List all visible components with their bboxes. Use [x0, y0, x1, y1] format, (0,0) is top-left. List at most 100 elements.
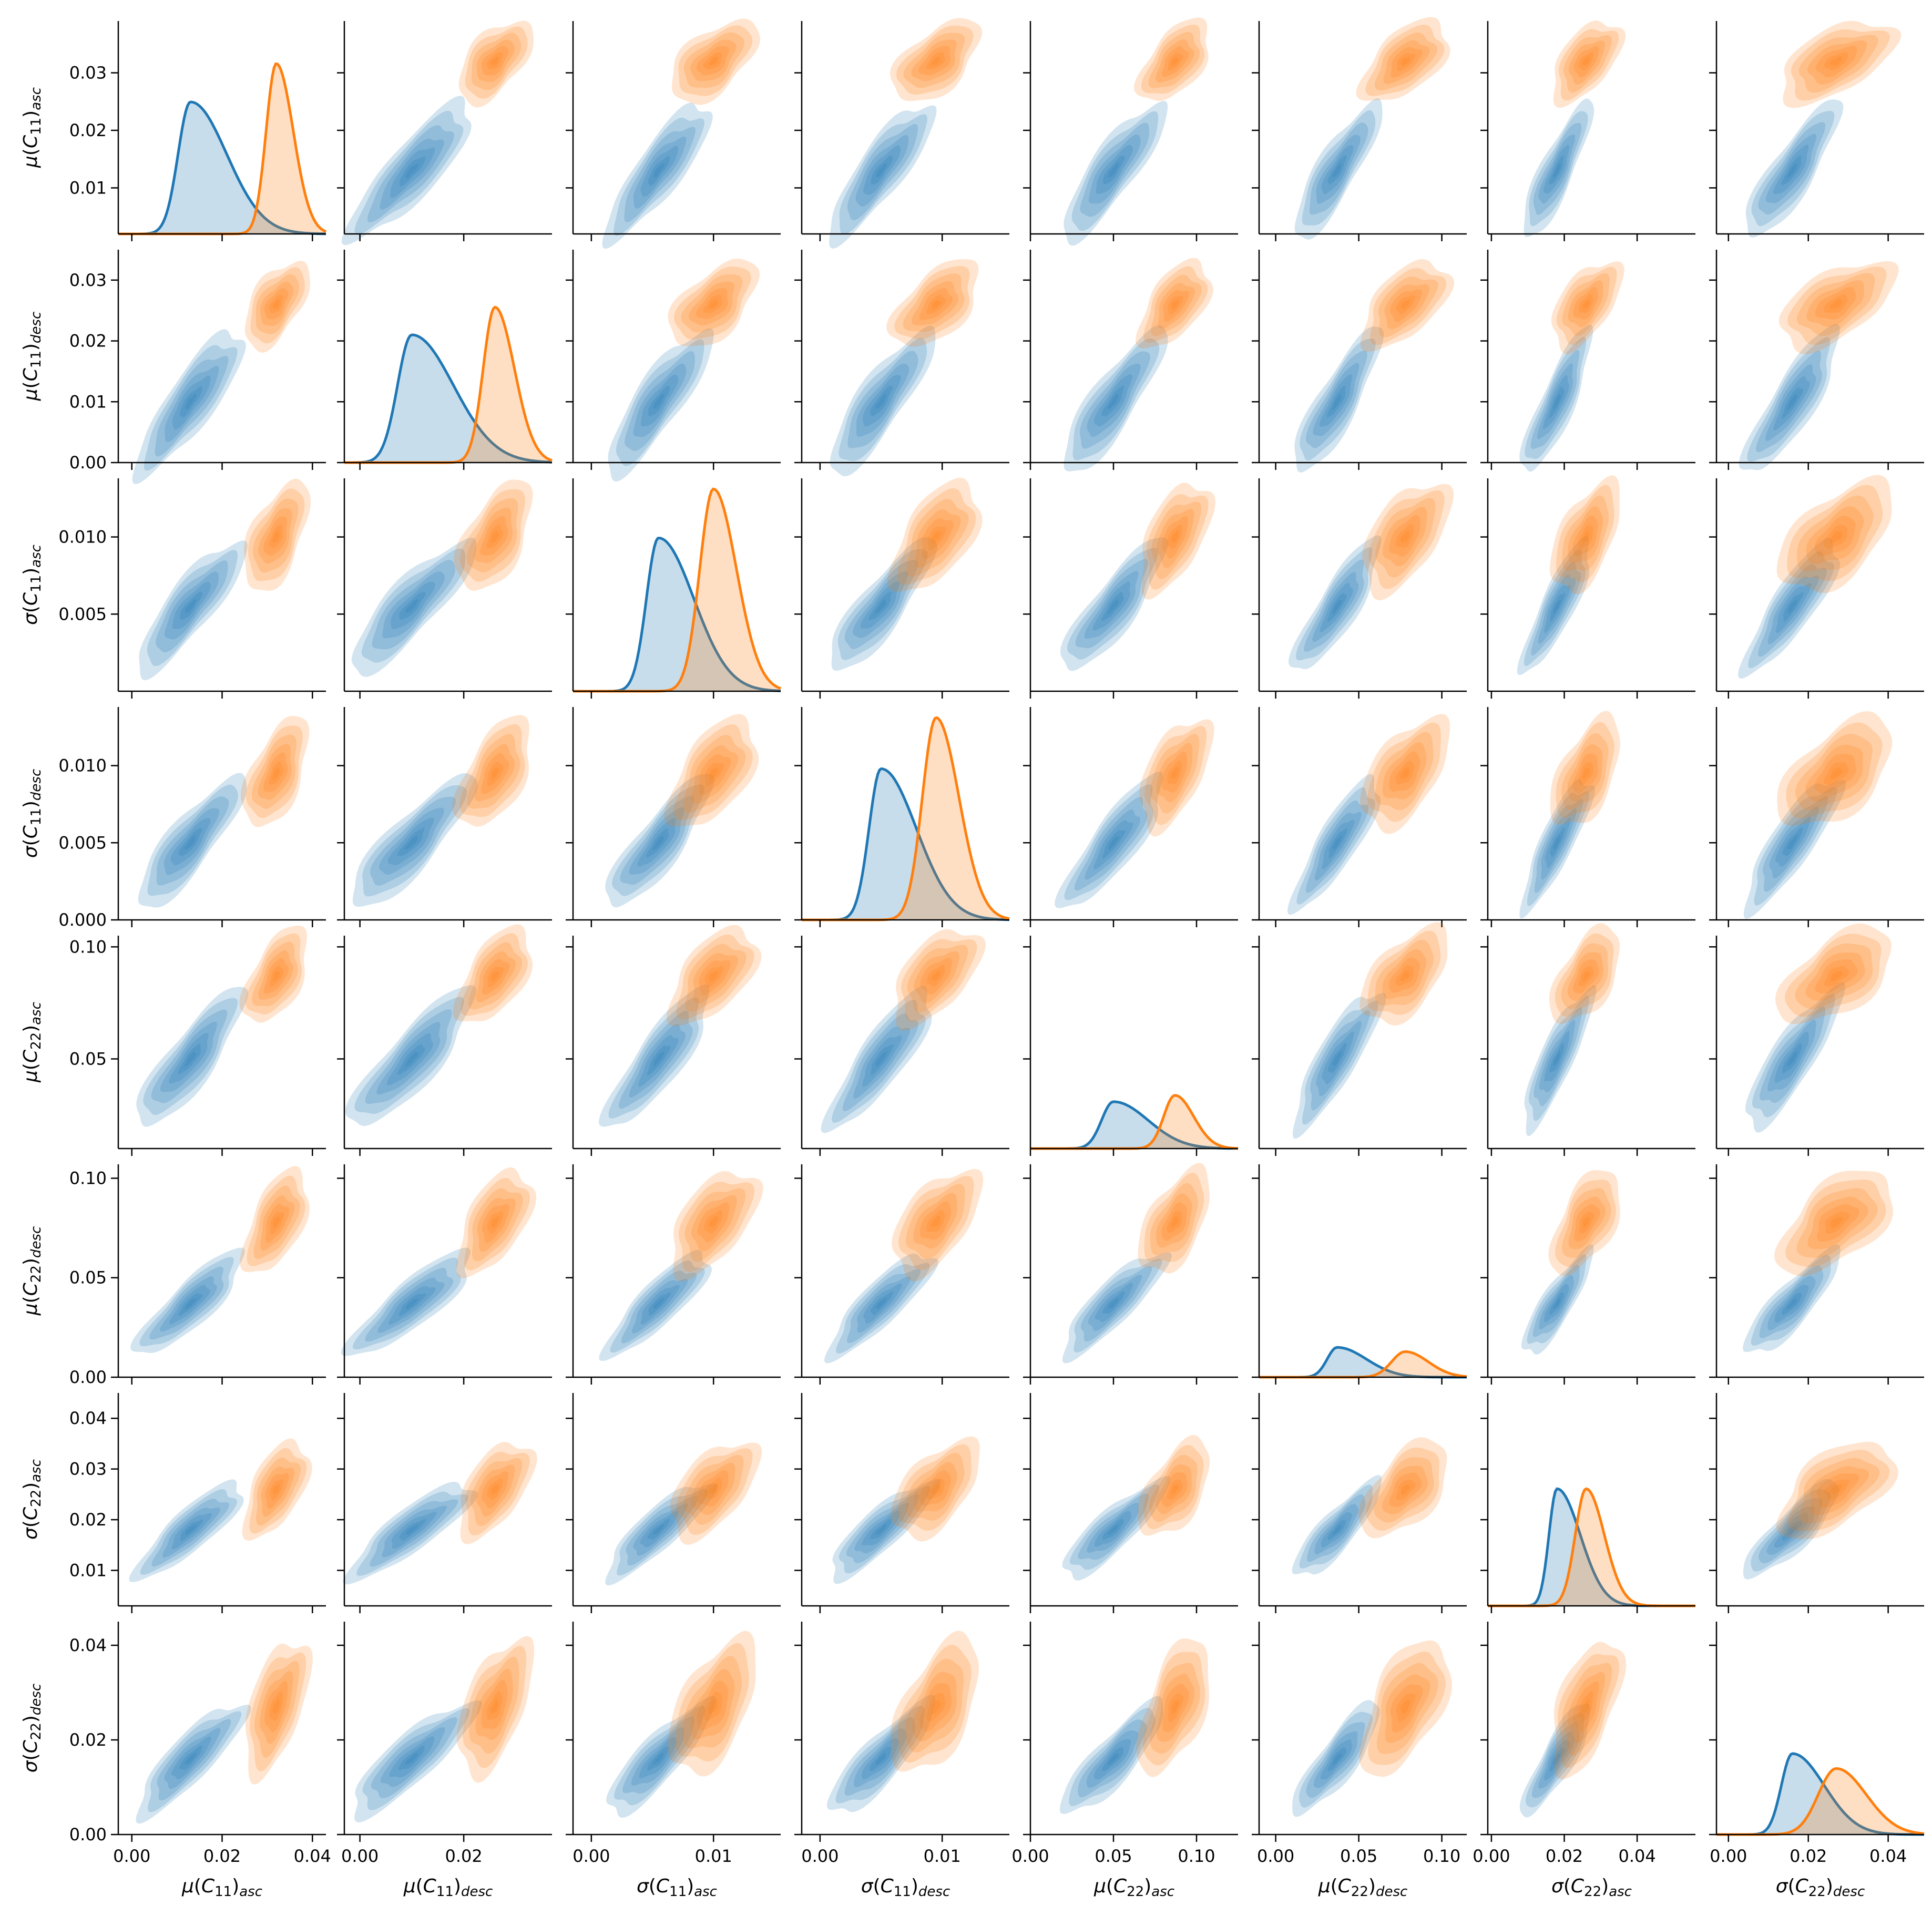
kde-contour-level-b: [1555, 933, 1614, 1017]
kde-fill-a: [344, 335, 552, 463]
kde-contour-level-b: [1375, 939, 1434, 1006]
kde-contour-level-a: [1783, 592, 1804, 622]
kde-contour-level-a: [1539, 1020, 1576, 1092]
kde-contour-level-a: [1093, 1739, 1131, 1780]
kde-contour-level-b: [1783, 21, 1902, 108]
label-part-lp: (: [20, 148, 42, 156]
kde-contour-level-b: [1156, 39, 1194, 83]
kde-contour-level-b: [487, 1211, 504, 1234]
kde-contour-level-a: [1316, 135, 1361, 204]
kde-contour-level-a: [1101, 385, 1125, 416]
kde-contour-level-b: [1573, 959, 1599, 994]
label-part-sub: 22: [1584, 1884, 1601, 1900]
kde-contour-level-b: [272, 767, 280, 780]
kde-contour-level-a: [875, 599, 886, 614]
kde-contour-level-b: [897, 488, 976, 585]
kde-contour-level-b: [487, 762, 504, 786]
subplot-r3-c8: [1709, 475, 1924, 699]
kde-contour-level-b: [469, 1656, 519, 1754]
kde-contour-level-a: [1087, 364, 1141, 437]
kde-contour-level-a: [382, 571, 445, 639]
kde-contour-level-a: [351, 538, 477, 677]
label-part-sub: 22: [28, 1723, 44, 1740]
kde-contour-level-b: [1795, 943, 1873, 1009]
kde-contour-level-a: [170, 818, 211, 866]
kde-contour-level-b: [1785, 1179, 1886, 1267]
kde-contour-level-b: [1824, 52, 1848, 70]
label-part-sub: 22: [1808, 1884, 1826, 1900]
kde-contour-level-a: [1055, 772, 1163, 908]
kde-contour-level-a: [1094, 1511, 1131, 1547]
kde-contour-level-b: [1400, 971, 1410, 981]
kde-contour-level-b: [1139, 719, 1214, 837]
label-part-lp: (: [20, 606, 42, 613]
kde-contour-level-a: [839, 1485, 931, 1574]
kde-contour-level-a: [1287, 774, 1381, 915]
kde-contour-level-a: [1525, 337, 1587, 459]
subplot-r6-c6: [1252, 1164, 1467, 1385]
kde-contour-level-b: [1796, 273, 1875, 336]
kde-contour-level-b: [1775, 923, 1892, 1024]
label-part-rp: ): [1826, 1876, 1833, 1897]
kde-contour-level-b: [1366, 1447, 1439, 1531]
label-part-sub: 11: [28, 118, 44, 135]
kde-contour-level-a: [1782, 1520, 1803, 1541]
kde-contour-level-b: [490, 57, 499, 66]
kde-contour-level-a: [608, 328, 714, 482]
kde-contour-level-b: [259, 1671, 293, 1744]
kde-contour-level-a: [1108, 163, 1119, 178]
kde-contour-level-a: [1756, 351, 1822, 453]
kde-contour-level-b: [470, 1458, 523, 1526]
kde-contour-level-b: [1143, 1444, 1204, 1530]
kde-contour-level-a: [160, 1021, 217, 1092]
subplot-r1-c1: [111, 21, 327, 241]
kde-contour-level-a: [1748, 551, 1834, 669]
label-part-lp: (: [649, 1876, 656, 1897]
kde-contour-level-a: [1327, 155, 1347, 185]
kde-contour-level-b: [1157, 509, 1194, 568]
subplot-r6-c8: [1709, 1164, 1924, 1385]
kde-contour-level-a: [172, 375, 211, 430]
kde-contour-level-b: [476, 951, 516, 1002]
kde-contour-level-a: [1774, 1513, 1808, 1548]
label-part-greek: σ: [20, 612, 42, 625]
kde-contour-level-b: [1157, 1674, 1195, 1742]
kde-contour-level-a: [1766, 134, 1816, 203]
kde-contour-level-b: [892, 1169, 984, 1282]
kde-contour-level-b: [1151, 274, 1202, 336]
kde-contour-level-a: [1080, 1266, 1152, 1342]
kde-contour-level-a: [844, 1717, 915, 1796]
kde-contour-level-a: [1326, 386, 1346, 417]
kde-contour-level-b: [920, 1201, 952, 1240]
label-part-sub: 11: [894, 1884, 911, 1900]
label-part-greek: μ: [1093, 1876, 1106, 1897]
kde-contour-level-a: [854, 1502, 909, 1554]
x-tick-label: 0.00: [801, 1846, 839, 1866]
kde-contour-level-b: [704, 1210, 723, 1234]
kde-contour-level-b: [913, 1462, 958, 1512]
kde-contour-level-a: [647, 1518, 670, 1540]
kde-contour-level-a: [653, 394, 665, 409]
subplot-r6-c2: [337, 1164, 552, 1385]
kde-contour-level-a: [832, 1000, 926, 1123]
kde-contour-level-b: [914, 951, 959, 1003]
kde-contour-level-a: [361, 548, 466, 663]
subplot-r8-c6: [1252, 1622, 1467, 1842]
kde-contour-level-b: [1383, 742, 1427, 800]
kde-contour-level-b: [1396, 295, 1415, 315]
label-part-greek: σ: [1551, 1876, 1564, 1897]
kde-contour-level-b: [458, 21, 534, 108]
kde-contour-level-a: [875, 1524, 887, 1535]
kde-contour-level-b: [1401, 299, 1410, 310]
kde-contour-level-b: [903, 273, 965, 332]
subplot-r2-c2: [337, 250, 553, 470]
kde-contour-level-a: [390, 147, 435, 198]
kde-contour-level-b: [1374, 1457, 1434, 1523]
subplot-r8-c7: [1480, 1622, 1695, 1842]
kde-contour-level-b: [272, 300, 280, 309]
kde-contour-level-b: [1382, 1466, 1428, 1514]
x-tick-label: 0.05: [1340, 1846, 1377, 1866]
kde-contour-level-a: [1062, 1476, 1170, 1581]
kde-contour-level-b: [240, 715, 310, 827]
